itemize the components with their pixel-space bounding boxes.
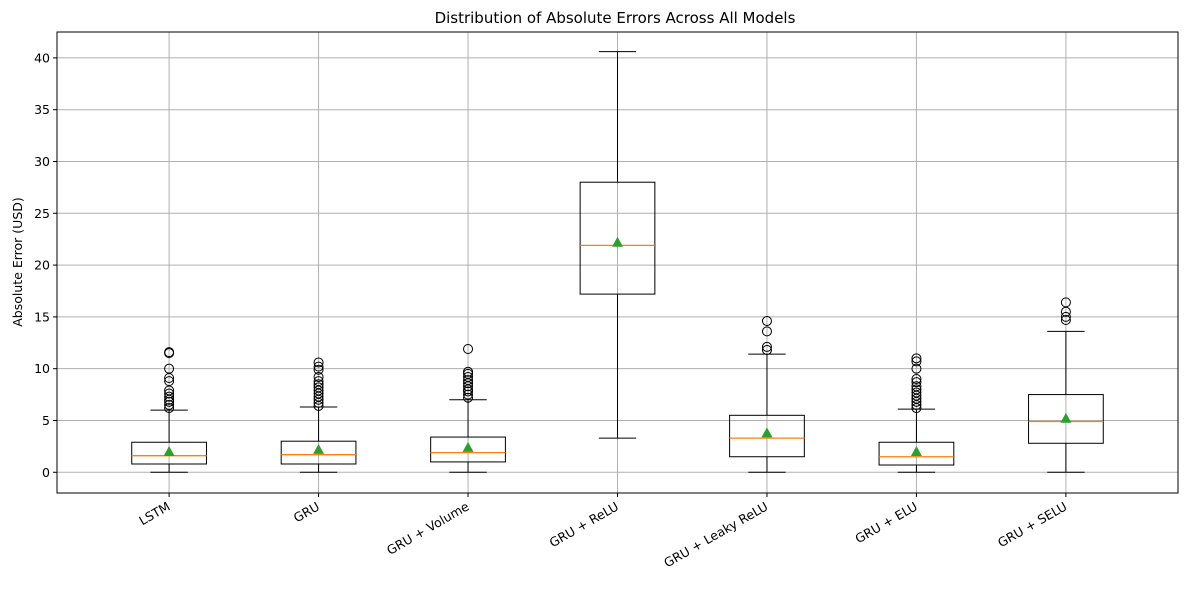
mean-marker	[761, 427, 773, 438]
outlier-point	[761, 345, 772, 356]
outlier-point	[911, 356, 922, 367]
mean-marker	[163, 446, 175, 456]
x-tick-label: GRU + SELU	[995, 499, 1069, 551]
mean-marker	[313, 443, 325, 454]
x-tick-label: GRU + ReLU	[547, 499, 621, 551]
iqr-box	[131, 441, 207, 465]
x-tick-label: GRU + Leaky ReLU	[661, 499, 770, 571]
chart-title: Distribution of Absolute Errors Across A…	[435, 9, 796, 27]
iqr-box	[579, 181, 656, 295]
outlier-point	[1060, 311, 1071, 322]
outlier-point	[911, 353, 922, 364]
box-1	[131, 347, 207, 473]
x-tick-label: GRU + ELU	[852, 499, 920, 547]
y-tick-label: 5	[42, 413, 50, 428]
outlier-point	[164, 347, 175, 358]
outlier-point	[911, 374, 922, 385]
outlier-point	[164, 403, 175, 414]
x-tick-label: LSTM	[136, 499, 172, 529]
box-7	[1028, 297, 1104, 473]
outlier-point	[463, 371, 474, 382]
iqr-box	[729, 414, 805, 458]
outlier-point	[463, 392, 474, 403]
y-tick-label: 20	[34, 258, 50, 273]
outlier-point	[911, 377, 922, 388]
outlier-point	[761, 341, 772, 352]
box-6	[878, 353, 955, 473]
y-axis-label: Absolute Error (USD)	[10, 197, 25, 327]
outlier-point	[313, 382, 324, 393]
iqr-box	[878, 441, 955, 466]
outlier-point	[1060, 297, 1071, 308]
outlier-point	[463, 389, 474, 400]
outlier-point	[164, 391, 175, 402]
outlier-point	[313, 371, 324, 382]
outlier-point	[164, 388, 175, 399]
y-tick-label: 10	[34, 361, 50, 376]
box-5	[729, 316, 805, 473]
mean-marker	[1060, 412, 1072, 423]
outlier-point	[164, 376, 175, 387]
box-4	[579, 51, 656, 439]
iqr-box	[280, 440, 357, 465]
outlier-point	[313, 376, 324, 387]
outlier-point	[761, 316, 772, 327]
y-tick-label: 15	[34, 309, 50, 324]
outlier-point	[911, 387, 922, 398]
x-tick-label: GRU	[291, 499, 322, 526]
outlier-point	[313, 361, 324, 372]
outlier-point	[911, 384, 922, 395]
y-tick-label: 30	[34, 154, 50, 169]
axes: 0 5 10 15 20 25 30 35 40 LSTM GRU GRU + Volume GRU +…	[34, 50, 1069, 570]
outlier-point	[463, 344, 474, 355]
box-2	[280, 357, 357, 473]
box-3	[430, 344, 506, 473]
outlier-point	[313, 379, 324, 390]
mean-marker	[612, 236, 623, 247]
grid-lines	[57, 32, 1178, 493]
iqr-box	[1028, 394, 1104, 444]
outlier-point	[463, 366, 474, 377]
outlier-point	[463, 375, 474, 386]
iqr-box	[430, 436, 506, 463]
outlier-point	[164, 363, 175, 374]
outlier-point	[911, 363, 922, 374]
y-tick-label: 25	[34, 206, 50, 221]
outlier-point	[164, 399, 175, 410]
mean-marker	[910, 446, 922, 456]
x-tick-label: GRU + Volume	[384, 498, 472, 557]
outlier-point	[911, 381, 922, 392]
outlier-point	[313, 364, 324, 375]
outlier-point	[313, 357, 324, 368]
y-tick-label: 35	[34, 102, 50, 117]
outlier-point	[761, 326, 772, 337]
plot-area	[131, 51, 1104, 473]
y-tick-label: 0	[42, 465, 50, 480]
outlier-point	[1060, 314, 1071, 325]
mean-marker	[462, 441, 474, 452]
y-tick-label: 40	[34, 50, 50, 65]
